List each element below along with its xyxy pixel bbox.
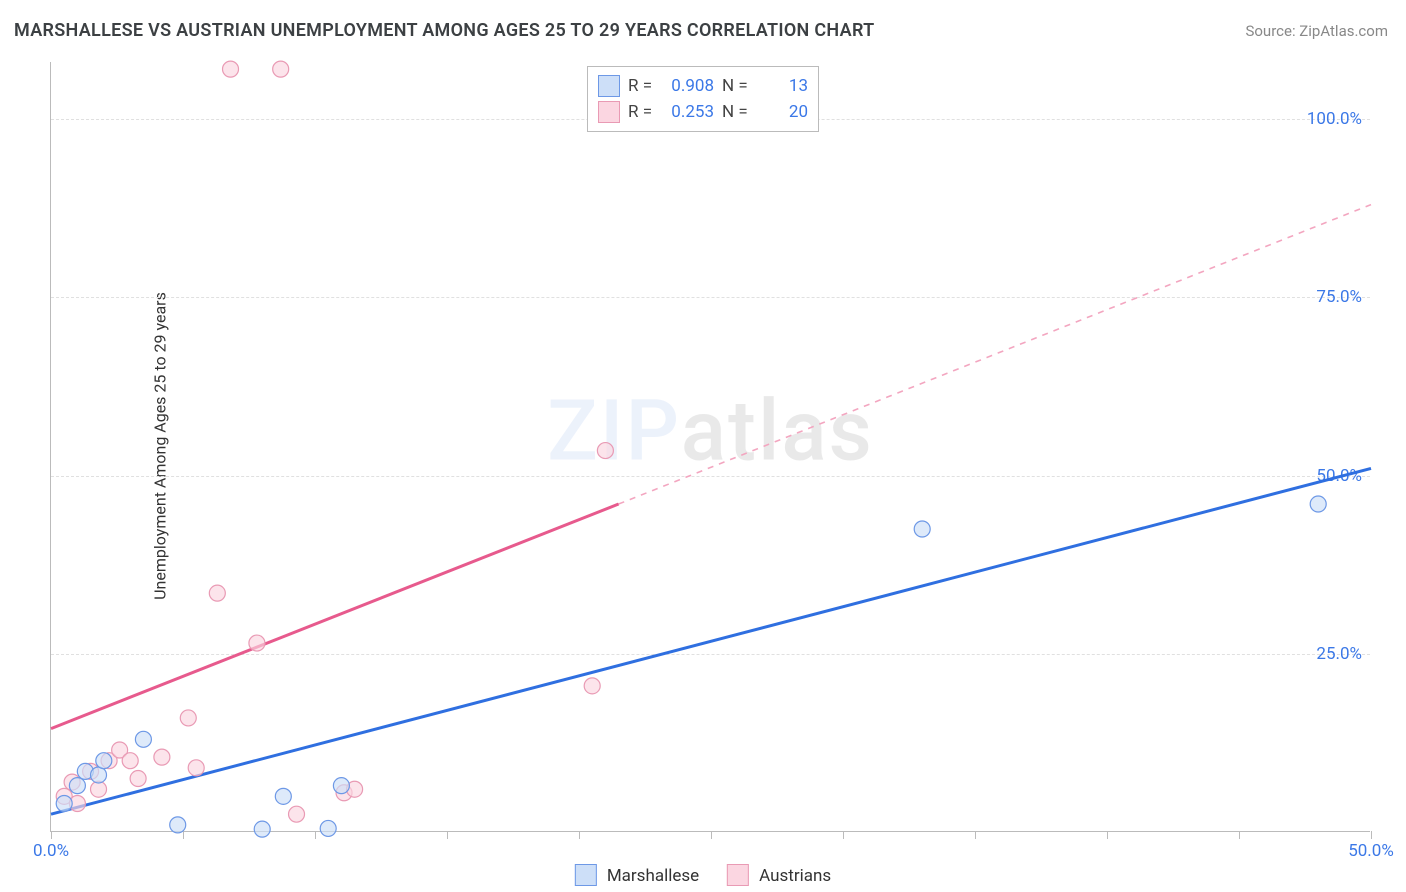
n-label: N =: [722, 76, 752, 96]
swatch-b-icon: [598, 101, 620, 123]
r-label: R =: [628, 102, 658, 122]
series-legend: Marshallese Austrians: [575, 864, 831, 886]
legend-item-a: Marshallese: [575, 864, 699, 886]
point-austrian: [597, 443, 613, 459]
legend-label-b: Austrians: [759, 866, 831, 886]
correlation-chart: MARSHALLESE VS AUSTRIAN UNEMPLOYMENT AMO…: [0, 0, 1406, 892]
x-tick-label: 0.0%: [33, 841, 69, 861]
point-austrian: [289, 806, 305, 822]
x-tick: [975, 831, 976, 839]
plot-svg: [51, 62, 1371, 832]
legend-item-b: Austrians: [727, 864, 831, 886]
point-marshallese: [914, 521, 930, 537]
point-marshallese: [320, 820, 336, 836]
r-value-b: 0.253: [666, 102, 714, 122]
point-austrian: [188, 760, 204, 776]
stats-row-b: R = 0.253 N = 20: [598, 99, 808, 125]
point-austrian: [584, 678, 600, 694]
chart-source-label: Source: ZipAtlas.com: [1245, 22, 1388, 40]
stats-row-a: R = 0.908 N = 13: [598, 73, 808, 99]
r-value-a: 0.908: [666, 76, 714, 96]
swatch-a-icon: [598, 75, 620, 97]
x-tick: [315, 831, 316, 839]
x-tick: [579, 831, 580, 839]
trend-line: [51, 504, 619, 729]
point-austrian: [122, 753, 138, 769]
x-tick: [183, 831, 184, 839]
x-tick: [51, 831, 52, 839]
point-marshallese: [333, 778, 349, 794]
point-marshallese: [91, 767, 107, 783]
point-austrian: [209, 585, 225, 601]
swatch-b-icon: [727, 864, 749, 886]
point-austrian: [273, 61, 289, 77]
x-tick: [447, 831, 448, 839]
point-marshallese: [1310, 496, 1326, 512]
chart-title: MARSHALLESE VS AUSTRIAN UNEMPLOYMENT AMO…: [14, 20, 874, 41]
r-label: R =: [628, 76, 658, 96]
x-tick: [1371, 831, 1372, 839]
point-austrian: [180, 710, 196, 726]
point-marshallese: [135, 731, 151, 747]
point-marshallese: [170, 817, 186, 833]
point-marshallese: [254, 821, 270, 837]
n-value-b: 20: [760, 102, 808, 122]
plot-area: ZIPatlas 25.0%50.0%75.0%100.0%0.0%50.0%: [50, 62, 1370, 832]
x-tick: [1239, 831, 1240, 839]
n-value-a: 13: [760, 76, 808, 96]
point-austrian: [91, 781, 107, 797]
legend-label-a: Marshallese: [607, 866, 699, 886]
swatch-a-icon: [575, 864, 597, 886]
x-tick: [843, 831, 844, 839]
point-austrian: [223, 61, 239, 77]
point-austrian: [130, 771, 146, 787]
point-marshallese: [56, 795, 72, 811]
x-tick: [711, 831, 712, 839]
point-marshallese: [96, 753, 112, 769]
x-tick-label: 50.0%: [1348, 841, 1394, 861]
point-marshallese: [275, 788, 291, 804]
n-label: N =: [722, 102, 752, 122]
point-austrian: [249, 635, 265, 651]
point-marshallese: [69, 778, 85, 794]
point-austrian: [154, 749, 170, 765]
x-tick: [1107, 831, 1108, 839]
stats-legend: R = 0.908 N = 13 R = 0.253 N = 20: [587, 66, 819, 132]
trend-line: [619, 205, 1371, 504]
